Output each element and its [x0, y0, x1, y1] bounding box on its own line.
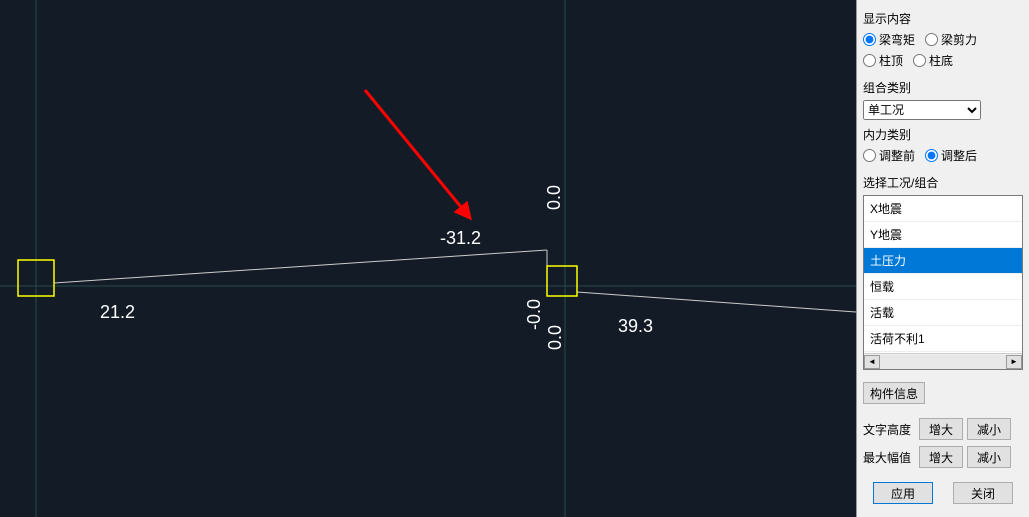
scroll-left-btn[interactable]: ◄	[864, 355, 880, 369]
close-button[interactable]: 关闭	[953, 482, 1013, 504]
scroll-right-btn[interactable]: ►	[1006, 355, 1022, 369]
text-height-decrease-button[interactable]: 减小	[967, 418, 1011, 440]
svg-text:-0.0: -0.0	[524, 299, 544, 330]
apply-button[interactable]: 应用	[873, 482, 933, 504]
max-amplitude-label: 最大幅值	[863, 449, 915, 466]
radio-column-top[interactable]: 柱顶	[863, 52, 903, 69]
case-listbox[interactable]: X地震Y地震土压力恒载活载活荷不利1活荷不利2 ◄ ►	[863, 195, 1023, 370]
member-info-button[interactable]: 构件信息	[863, 382, 925, 404]
text-height-increase-button[interactable]: 增大	[919, 418, 963, 440]
max-amplitude-decrease-button[interactable]: 减小	[967, 446, 1011, 468]
radio-column-bottom[interactable]: 柱底	[913, 52, 953, 69]
canvas-svg: 21.2-31.239.30.0-0.00.0	[0, 0, 856, 517]
list-item[interactable]: Y地震	[864, 222, 1022, 248]
svg-text:39.3: 39.3	[618, 316, 653, 336]
radio-beam-moment[interactable]: 梁弯矩	[863, 31, 915, 48]
list-h-scrollbar[interactable]: ◄ ►	[864, 353, 1022, 369]
force-section-title: 内力类别	[863, 126, 1023, 143]
combo-section-title: 组合类别	[863, 79, 1023, 96]
svg-text:-31.2: -31.2	[440, 228, 481, 248]
list-item[interactable]: 恒载	[864, 274, 1022, 300]
display-section-title: 显示内容	[863, 10, 1023, 27]
combo-type-select[interactable]: 单工况	[863, 100, 981, 120]
text-height-label: 文字高度	[863, 421, 915, 438]
svg-text:0.0: 0.0	[544, 185, 564, 210]
list-item[interactable]: 活载	[864, 300, 1022, 326]
radio-beam-shear[interactable]: 梁剪力	[925, 31, 977, 48]
cad-canvas[interactable]: 21.2-31.239.30.0-0.00.0	[0, 0, 856, 517]
radio-after-adjust[interactable]: 调整后	[925, 147, 977, 164]
list-item[interactable]: 活荷不利1	[864, 326, 1022, 352]
max-amplitude-increase-button[interactable]: 增大	[919, 446, 963, 468]
svg-text:0.0: 0.0	[545, 325, 565, 350]
list-item[interactable]: X地震	[864, 196, 1022, 222]
list-item[interactable]: 土压力	[864, 248, 1022, 274]
scroll-track[interactable]	[880, 355, 1006, 369]
case-section-title: 选择工况/组合	[863, 174, 1023, 191]
svg-text:21.2: 21.2	[100, 302, 135, 322]
radio-before-adjust[interactable]: 调整前	[863, 147, 915, 164]
side-panel: 显示内容 梁弯矩 梁剪力 柱顶 柱底 组合类别 单工况 内力类别 调整前 调整后…	[856, 0, 1029, 517]
